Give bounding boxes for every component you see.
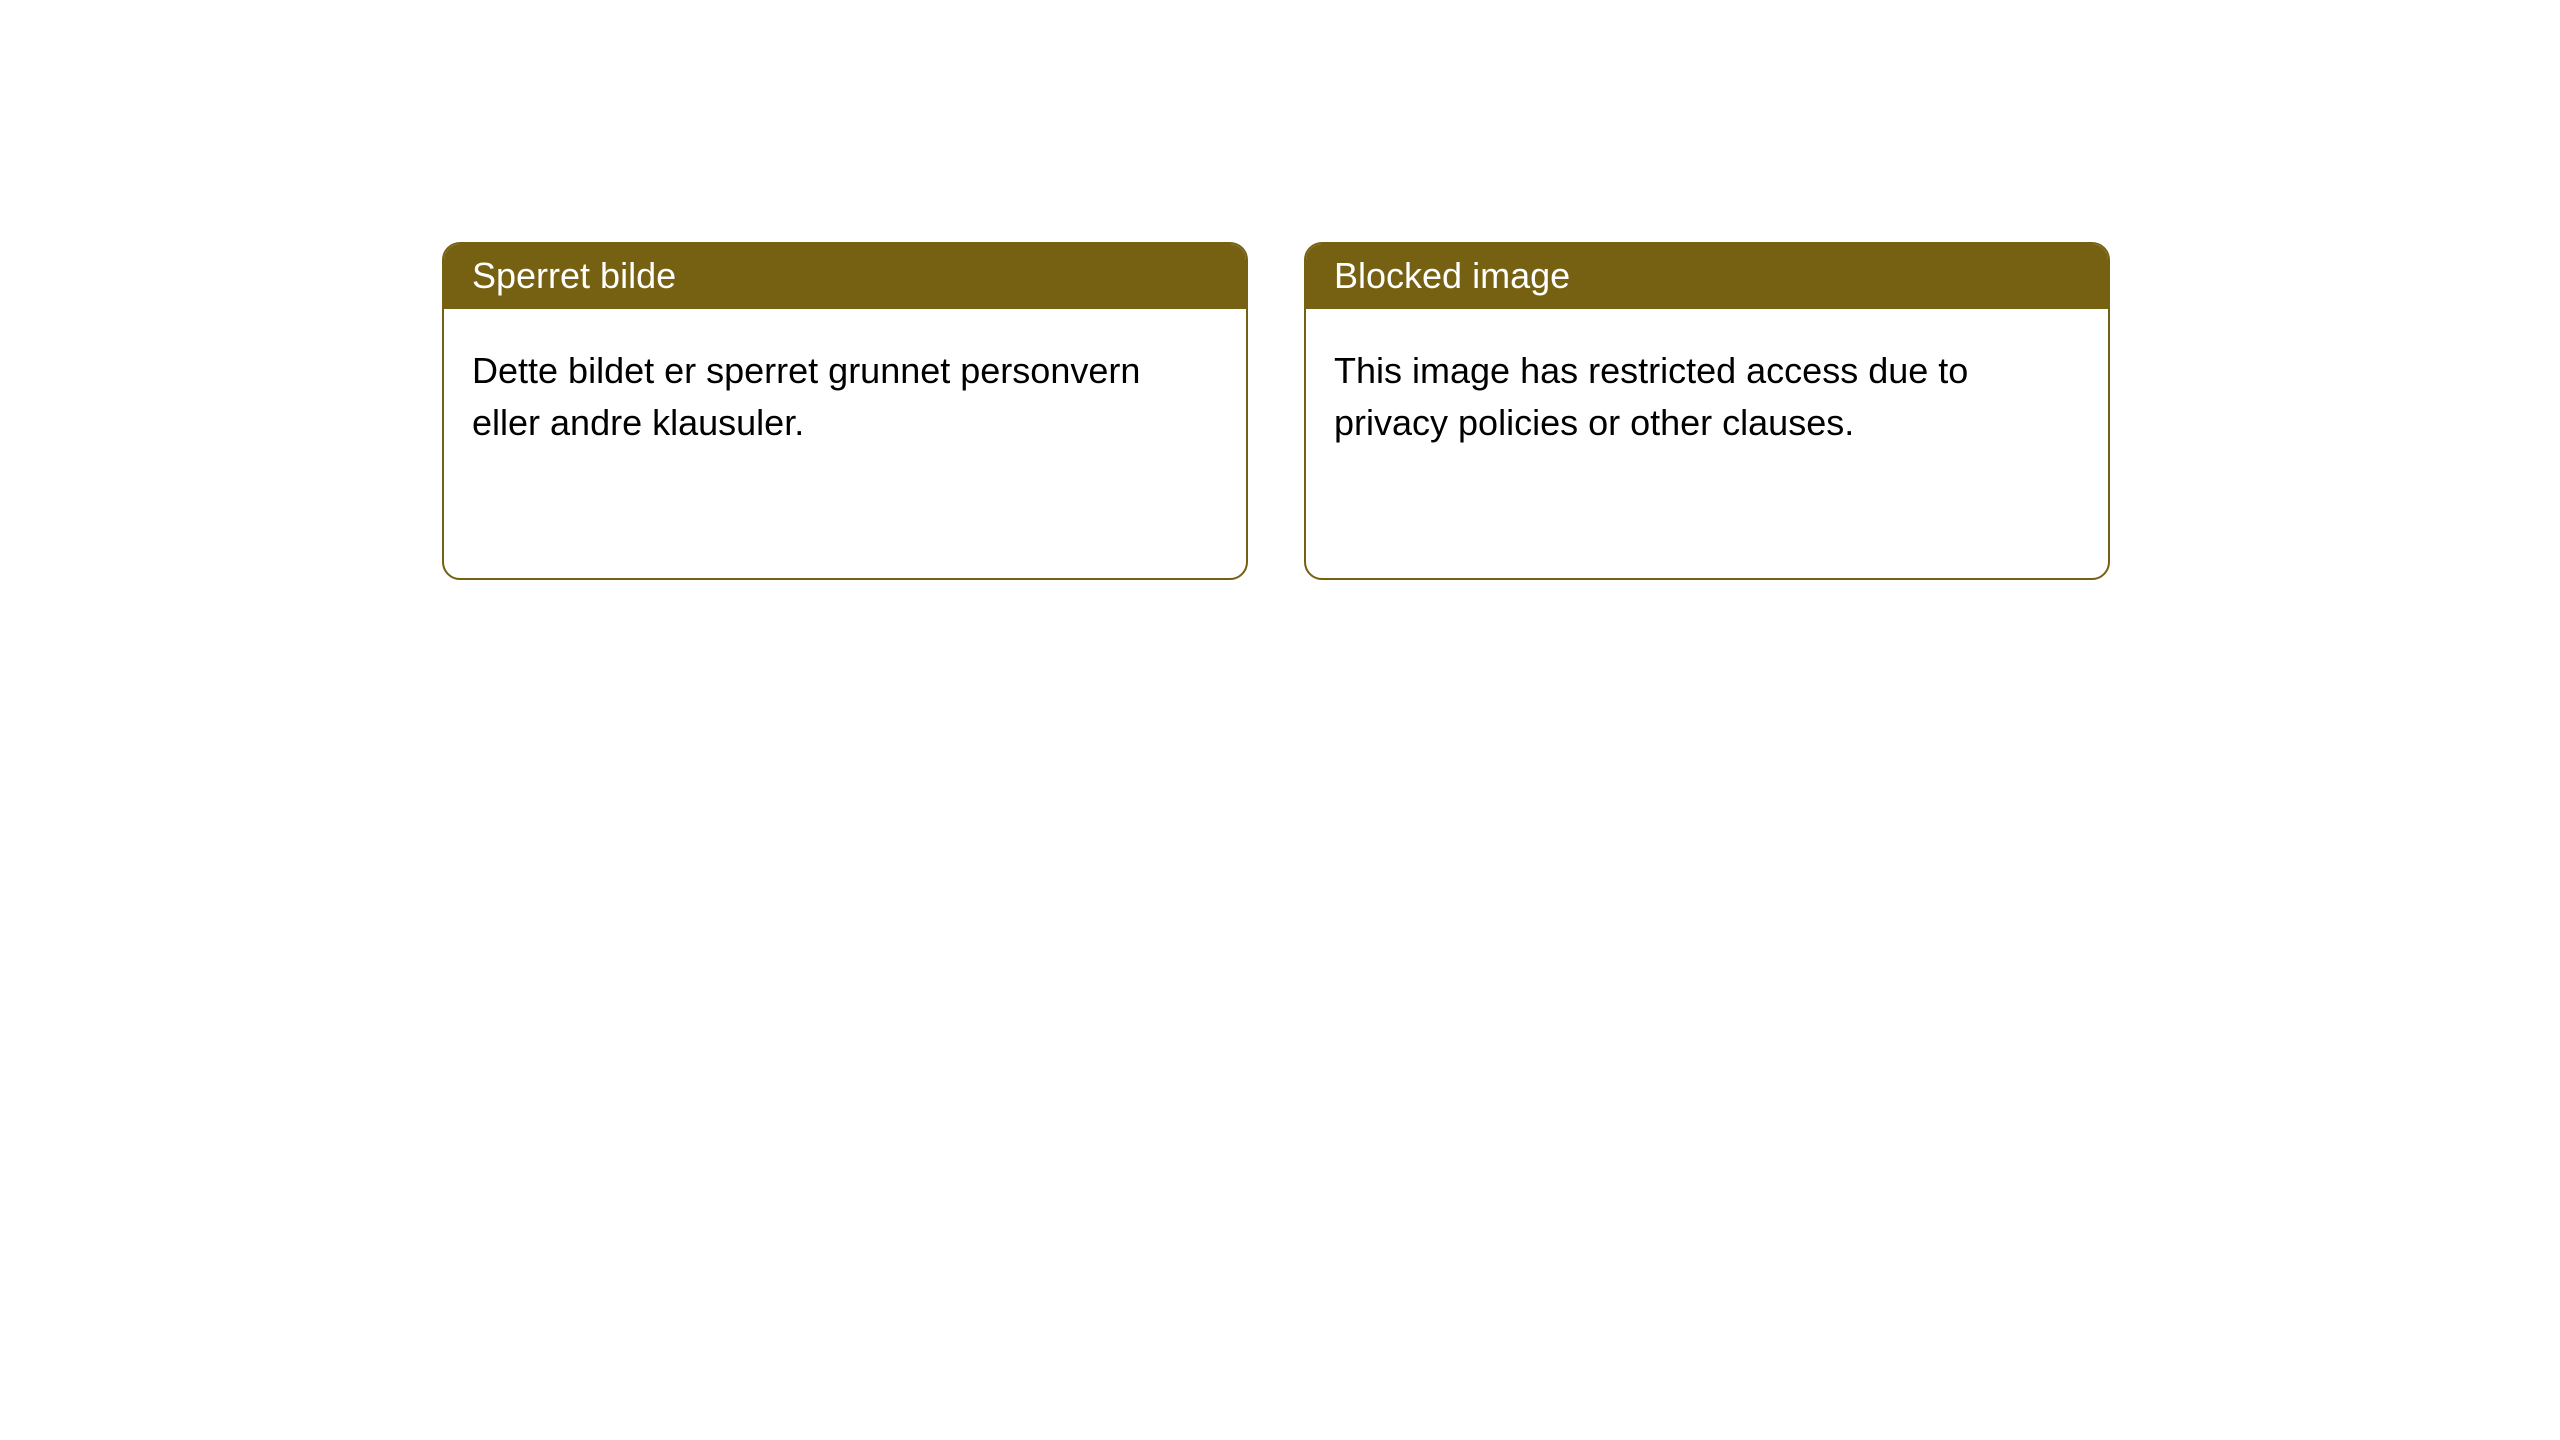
blocked-image-card-en: Blocked image This image has restricted … <box>1304 242 2110 580</box>
card-header: Sperret bilde <box>444 244 1246 309</box>
card-body-text: This image has restricted access due to … <box>1334 350 1968 443</box>
card-title: Sperret bilde <box>472 255 676 296</box>
blocked-image-card-no: Sperret bilde Dette bildet er sperret gr… <box>442 242 1248 580</box>
card-body: Dette bildet er sperret grunnet personve… <box>444 309 1246 485</box>
card-container: Sperret bilde Dette bildet er sperret gr… <box>0 0 2560 580</box>
card-body: This image has restricted access due to … <box>1306 309 2108 485</box>
card-body-text: Dette bildet er sperret grunnet personve… <box>472 350 1140 443</box>
card-title: Blocked image <box>1334 255 1570 296</box>
card-header: Blocked image <box>1306 244 2108 309</box>
